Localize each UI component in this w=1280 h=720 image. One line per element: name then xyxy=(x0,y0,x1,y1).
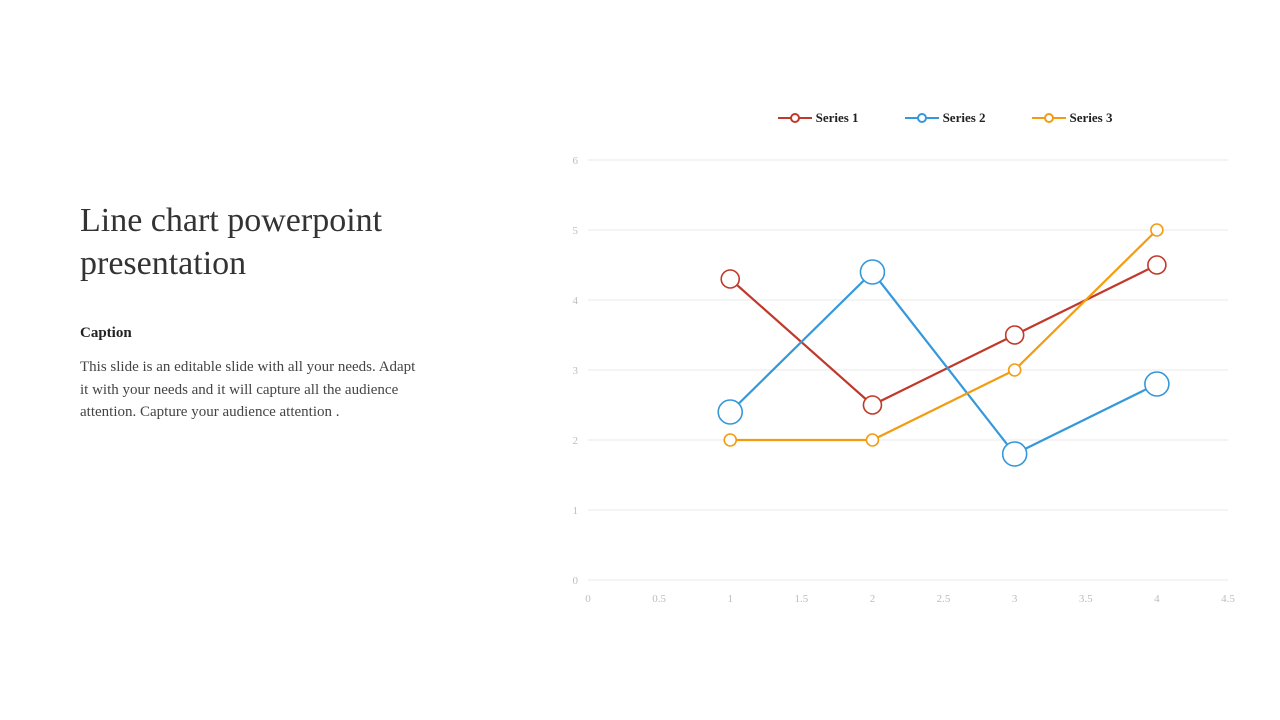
line-chart: 0 1 2 3 4 5 6 0 0.5 1 1.5 2 2.5 3 3.5 4 4.5 xyxy=(538,150,1258,620)
series-marker xyxy=(718,400,742,424)
svg-text:3: 3 xyxy=(572,365,578,377)
caption-body: This slide is an editable slide with all… xyxy=(80,356,420,424)
series-marker xyxy=(863,396,881,414)
svg-text:3.5: 3.5 xyxy=(1078,593,1092,605)
svg-text:1: 1 xyxy=(572,505,578,517)
legend-item: Series 3 xyxy=(1032,110,1113,126)
svg-text:4: 4 xyxy=(572,295,578,307)
legend-item: Series 2 xyxy=(905,110,986,126)
svg-text:1: 1 xyxy=(727,593,733,605)
legend-swatch xyxy=(778,113,812,123)
series-marker xyxy=(721,270,739,288)
svg-text:0.5: 0.5 xyxy=(652,593,666,605)
legend-item: Series 1 xyxy=(778,110,859,126)
svg-text:5: 5 xyxy=(572,225,578,237)
legend-swatch xyxy=(905,113,939,123)
slide-title: Line chart powerpoint presentation xyxy=(80,200,508,285)
svg-text:2: 2 xyxy=(869,593,875,605)
svg-text:3: 3 xyxy=(1012,593,1018,605)
legend-swatch xyxy=(1032,113,1066,123)
legend-label: Series 1 xyxy=(816,110,859,126)
slide: Line chart powerpoint presentation Capti… xyxy=(0,0,1280,720)
x-axis: 0 0.5 1 1.5 2 2.5 3 3.5 4 4.5 xyxy=(585,593,1235,605)
series-line xyxy=(730,265,1157,405)
series-marker xyxy=(866,434,878,446)
svg-text:2: 2 xyxy=(572,435,578,447)
svg-text:2.5: 2.5 xyxy=(936,593,950,605)
svg-text:4: 4 xyxy=(1154,593,1160,605)
svg-text:1.5: 1.5 xyxy=(794,593,808,605)
svg-text:4.5: 4.5 xyxy=(1221,593,1235,605)
caption-label: Caption xyxy=(80,325,508,342)
y-axis: 0 1 2 3 4 5 6 xyxy=(572,155,578,587)
series-line xyxy=(730,272,1157,454)
svg-text:6: 6 xyxy=(572,155,578,167)
series-marker xyxy=(724,434,736,446)
chart-panel: Series 1 Series 2 Series 3 0 1 2 3 4 5 6 0 0.5 1 1.… xyxy=(538,0,1280,720)
series-marker xyxy=(1008,364,1020,376)
legend-label: Series 3 xyxy=(1070,110,1113,126)
chart-legend: Series 1 Series 2 Series 3 xyxy=(778,110,1113,126)
series-marker xyxy=(1002,442,1026,466)
series-marker xyxy=(1005,326,1023,344)
svg-text:0: 0 xyxy=(585,593,591,605)
series-marker xyxy=(1147,256,1165,274)
text-panel: Line chart powerpoint presentation Capti… xyxy=(0,0,538,720)
series-marker xyxy=(860,260,884,284)
series-marker xyxy=(1150,224,1162,236)
series-marker xyxy=(1144,372,1168,396)
chart-series xyxy=(718,224,1169,466)
svg-text:0: 0 xyxy=(572,575,578,587)
chart-grid xyxy=(588,160,1228,580)
legend-label: Series 2 xyxy=(943,110,986,126)
